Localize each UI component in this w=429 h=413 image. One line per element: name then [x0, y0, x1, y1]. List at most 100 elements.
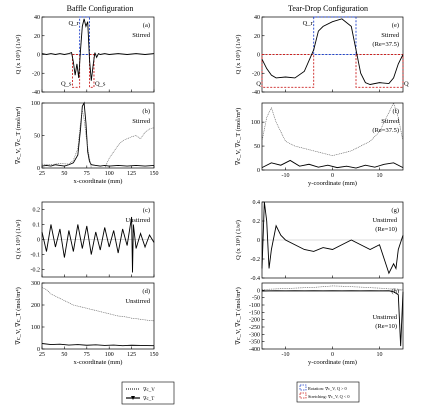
- panel-d-xtick-label-3: 100: [105, 352, 114, 358]
- left-legend-label-0: ∇c_V: [143, 387, 155, 393]
- panel-g-annotation: Unstirred: [372, 217, 397, 224]
- panel-f-xtick-label-1: 0: [331, 173, 334, 179]
- panel-h-annotation-2: (Re=10): [375, 323, 397, 330]
- panel-b-series-0: [41, 101, 155, 167]
- panel-a: -40 -20 0 20 40 Q (x 10⁵) (1/s²) Q_s Q_r Q_s (a) S…: [15, 15, 155, 96]
- panel-b-xtick-label-4: 125: [127, 171, 136, 177]
- panel-h-ylabel: ∇c_V, ∇c_T (mol/m⁴): [235, 287, 242, 345]
- panel-d: 0 100 200 300 25 50 75 100 125 150 x-coordinate (m…: [15, 281, 159, 366]
- panel-a-ytick-label-0: -40: [32, 90, 40, 96]
- panel-g-ytick-label-2: 0: [257, 238, 260, 244]
- panel-a-box-0: [72, 54, 81, 88]
- panel-a-box-1: [79, 16, 90, 55]
- panel-d-ytick-label-2: 200: [31, 303, 40, 309]
- panel-d-ytick-label-3: 300: [31, 281, 40, 287]
- panel-b-xtick-label-1: 50: [61, 171, 67, 177]
- panel-b-ylabel: ∇c_V, ∇c_T (mol/m⁴): [15, 107, 22, 165]
- panel-b-ytick-label-1: 50: [34, 134, 40, 140]
- panel-e-series-0: [261, 18, 404, 85]
- panel-h-series-0: [261, 285, 404, 290]
- panel-a-box-label-2: Q_s: [95, 80, 106, 87]
- panel-h-ytick-label-3: -250: [249, 325, 260, 331]
- panel-a-label: (a): [143, 22, 150, 29]
- panel-c: -0.2 -0.1 0 0.1 0.2 Q (x 10⁵) (1/s²) (c) Unstir…: [15, 201, 155, 278]
- panel-d-xtick-label-4: 125: [127, 352, 136, 358]
- panel-f-ytick-label-1: 50: [254, 144, 260, 150]
- panel-c-annotation: Unstirred: [125, 217, 150, 224]
- panel-b: 0 50 100 25 50 75 100 125 150 x-coordinate (mm) ∇c…: [15, 101, 159, 185]
- panel-f-label: (f): [393, 108, 400, 115]
- panel-a-ytick-label-1: -20: [32, 71, 40, 77]
- panel-d-ytick-label-1: 100: [31, 325, 40, 331]
- panel-h-ytick-label-4: -200: [249, 318, 260, 324]
- panel-g-ytick-label-0: -0.4: [251, 276, 261, 282]
- panel-b-annotation: Stirred: [132, 118, 150, 125]
- right-legend-label-1: Stretching: ∇c_V, Q < 0: [308, 394, 350, 400]
- panel-d-xtick-label-2: 75: [84, 352, 90, 358]
- panel-e-ylabel: Q (x 10⁵) (1/s²): [235, 35, 242, 75]
- panel-d-frame: [41, 282, 155, 350]
- panel-f: 0 50 100 -10 0 10 y-coordinate (mm) ∇c_V, ∇c_T …: [235, 102, 404, 187]
- panel-b-xtick-label-5: 150: [150, 171, 159, 177]
- panel-a-annotation: Stirred: [132, 32, 150, 39]
- panel-f-ytick-label-2: 100: [251, 120, 260, 126]
- panel-a-ytick-label-3: 20: [34, 34, 40, 40]
- panel-g-ytick-label-1: -0.2: [251, 257, 261, 263]
- panel-a-ytick-label-2: 0: [37, 53, 40, 59]
- right-legend-swatch-1: [299, 392, 307, 399]
- panel-c-ytick-label-0: -0.2: [31, 268, 41, 274]
- panel-f-frame: [261, 102, 404, 171]
- panel-e-box-label-0: Q: [256, 80, 261, 87]
- panel-h-series-1: [261, 290, 404, 347]
- panel-h-ytick-label-6: -100: [249, 303, 260, 309]
- panel-e-ytick-label-4: 40: [254, 15, 260, 21]
- panel-d-series-0: [41, 287, 155, 322]
- panel-h-ytick-label-2: -300: [249, 332, 260, 338]
- panel-f-series-1: [261, 159, 404, 169]
- panel-g-label: (g): [391, 207, 399, 214]
- panel-a-box-2: [89, 54, 95, 88]
- right-column-title: Tear-Drop Configuration: [288, 4, 368, 13]
- panel-f-xtick-label-2: 10: [377, 173, 383, 179]
- right-legend-swatch-0: [299, 384, 307, 391]
- panel-d-series-1: [41, 343, 155, 347]
- panel-e: -40 -20 0 20 40 Q (x 10⁵) (1/s²) Q Q_r Q (e) Stirr…: [235, 15, 409, 96]
- panel-h-ytick-label-8: 0: [257, 288, 260, 294]
- panel-h-ytick-label-1: -350: [249, 340, 260, 346]
- panel-h-annotation: Unstirred: [372, 314, 397, 321]
- panel-f-ytick-label-0: 0: [257, 168, 260, 174]
- panel-f-xtick-label-0: -10: [282, 173, 290, 179]
- panel-f-annotation: Stirred: [381, 118, 399, 125]
- panel-g-series-0: [261, 201, 404, 275]
- panel-g-ytick-label-3: 0.2: [253, 219, 261, 225]
- panel-e-box-label-1: Q_r: [303, 20, 314, 27]
- panel-c-ytick-label-3: 0.1: [33, 223, 41, 229]
- left-column-title: Baffle Configuration: [67, 4, 134, 13]
- panel-a-ytick-label-4: 40: [34, 15, 40, 21]
- panel-c-ytick-label-1: -0.1: [31, 253, 41, 259]
- left-legend-label-1: ∇c_T: [143, 396, 154, 402]
- panel-h-xtick-label-2: 10: [377, 352, 383, 358]
- panel-b-series-1: [41, 109, 155, 169]
- panel-c-ylabel: Q (x 10⁵) (1/s²): [15, 220, 22, 260]
- panel-b-ytick-label-2: 100: [31, 101, 40, 107]
- panel-b-xtick-label-0: 25: [39, 171, 45, 177]
- panel-f-ylabel: ∇c_V, ∇c_T (mol/m⁴): [235, 108, 242, 166]
- panel-d-ytick-label-0: 0: [37, 347, 40, 353]
- panel-d-xtick-label-1: 50: [61, 352, 67, 358]
- panel-e-ytick-label-1: -20: [252, 71, 260, 77]
- panel-d-xtick-label-5: 150: [150, 352, 159, 358]
- panel-h-label: (h): [391, 288, 399, 295]
- panel-e-box-1: [313, 16, 357, 55]
- left-legend-marker-1: [131, 396, 135, 400]
- panel-e-label: (e): [392, 22, 399, 29]
- panel-e-ytick-label-2: 0: [257, 53, 260, 59]
- panel-c-ytick-label-4: 0.2: [33, 208, 41, 214]
- panel-e-box-2: [355, 54, 404, 88]
- panel-c-ytick-label-2: 0: [37, 238, 40, 244]
- panel-g-ytick-label-4: 0.4: [253, 200, 261, 206]
- panel-h-xtick-label-0: -10: [282, 352, 290, 358]
- panel-e-box-0: [261, 54, 315, 88]
